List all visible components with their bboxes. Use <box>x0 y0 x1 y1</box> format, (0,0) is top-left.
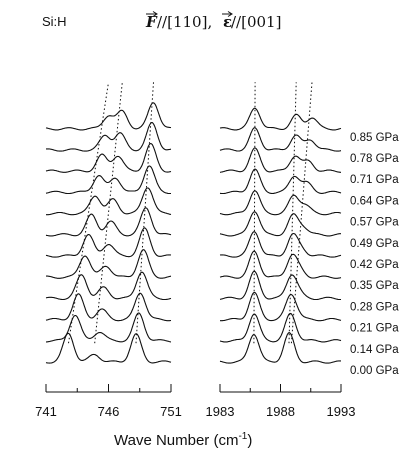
spectrum-trace <box>219 168 342 195</box>
pressure-label: 0.42 GPa <box>350 259 399 271</box>
pressure-label: 0.64 GPa <box>350 195 399 207</box>
x-tick-label: 751 <box>160 404 182 419</box>
pressure-label: 0.21 GPa <box>350 323 399 335</box>
peak-guide-dotted-line <box>253 82 256 344</box>
spectrum-trace <box>219 270 341 301</box>
field-direction: //[110], <box>157 13 212 31</box>
spectrum-trace <box>219 190 342 216</box>
spectrum-trace <box>219 211 341 237</box>
x-tick-label: 741 <box>35 404 57 419</box>
spectrum-trace <box>45 227 172 258</box>
spectrum-trace <box>45 142 172 173</box>
peak-guide-dotted-line <box>68 82 109 344</box>
x-tick-label: 1983 <box>206 404 235 419</box>
spectrum-trace <box>46 187 172 216</box>
pressure-label: 0.14 GPa <box>350 344 399 356</box>
pressure-label: 0.35 GPa <box>350 280 399 292</box>
pressure-label: 0.85 GPa <box>350 132 399 144</box>
spectrum-trace <box>45 271 172 301</box>
spectrum-trace <box>219 312 342 343</box>
x-axis-label-superscript: -1 <box>238 431 247 442</box>
spectrum-trace <box>219 147 341 173</box>
field-symbol: F <box>145 13 158 31</box>
peak-guide-dotted-line <box>288 82 297 344</box>
polarization-arrow-icon <box>222 11 233 17</box>
pressure-label: 0.71 GPa <box>350 174 399 186</box>
pressure-label: 0.00 GPa <box>350 365 399 377</box>
spectrum-trace <box>45 207 172 237</box>
x-tick-label: 1993 <box>327 404 356 419</box>
spectrum-trace <box>219 332 341 364</box>
spectrum-trace <box>219 231 342 258</box>
plot-area: 741 746 751 1983 1988 1993 0.00 GPa 0.14 GPa 0.2… <box>35 82 399 419</box>
spectrum-trace <box>219 127 342 152</box>
spectrum-trace <box>46 312 172 343</box>
sample-label: Si:H <box>42 14 67 29</box>
x-tick-label: 746 <box>98 404 120 419</box>
spectrum-trace <box>219 250 342 279</box>
pressure-label: 0.28 GPa <box>350 301 399 313</box>
polarization-symbol: ε <box>223 13 232 31</box>
polarization-direction: //[001] <box>231 13 281 31</box>
spectrum-trace <box>45 102 172 131</box>
x-tick-label: 1988 <box>266 404 295 419</box>
x-axis-label-main: Wave Number (cm <box>114 432 238 449</box>
peak-guide-dotted-line <box>290 82 313 344</box>
spectrum-trace <box>45 165 171 195</box>
spectrum-trace <box>46 122 172 152</box>
x-axis-label-close: ) <box>247 432 252 449</box>
spectrum-trace <box>46 249 172 279</box>
field-arrow-icon <box>146 11 158 17</box>
spectrum-trace <box>220 291 342 322</box>
pressure-label: 0.57 GPa <box>350 217 399 229</box>
spectrum-trace <box>219 107 342 131</box>
peak-guide-dotted-line <box>94 82 123 344</box>
x-axis-label: Wave Number (cm-1) <box>114 431 252 449</box>
pressure-label: 0.78 GPa <box>350 153 399 165</box>
pressure-label: 0.49 GPa <box>350 238 399 250</box>
spectrum-trace <box>45 292 172 322</box>
